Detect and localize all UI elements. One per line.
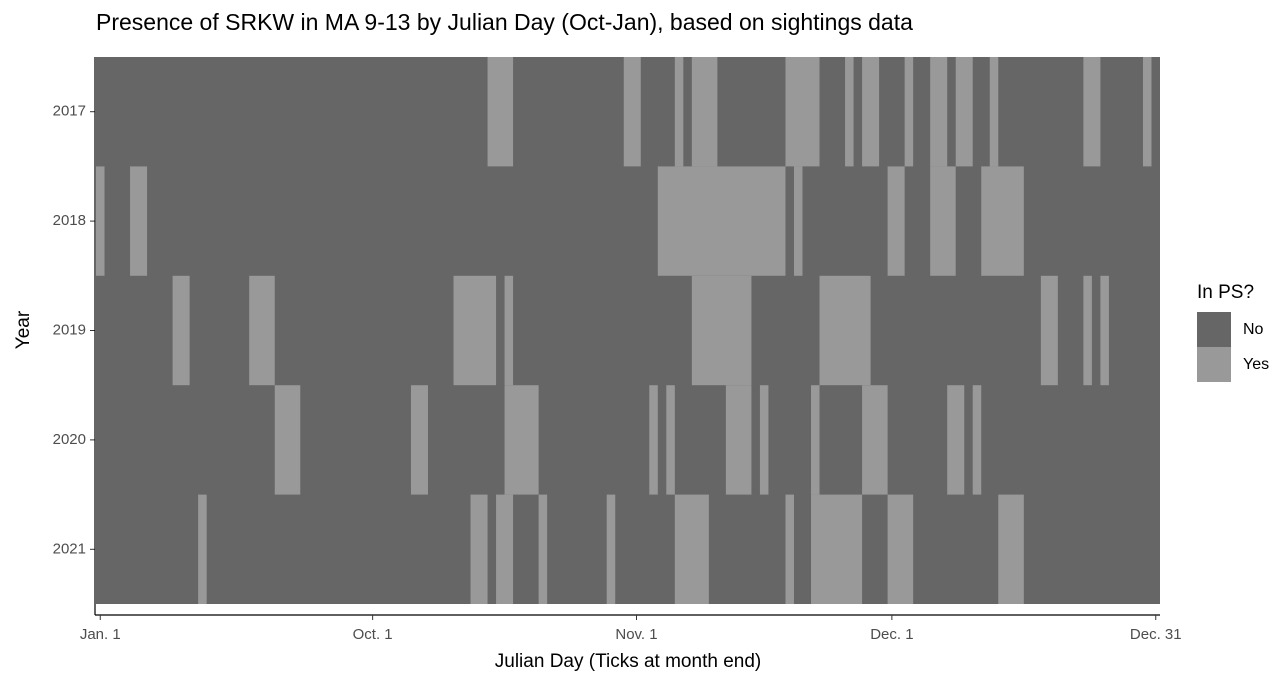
tile — [691, 275, 752, 386]
tile — [989, 57, 999, 167]
tile — [819, 275, 871, 386]
tile — [785, 494, 794, 604]
tile — [1083, 57, 1101, 167]
tile — [793, 166, 803, 276]
tile — [487, 57, 514, 167]
y-tick-label: 2020 — [53, 431, 86, 448]
tile — [674, 494, 709, 604]
tile — [862, 385, 888, 495]
tile — [998, 494, 1024, 604]
x-tick-label: Jan. 1 — [80, 626, 121, 643]
tile — [172, 275, 190, 386]
tile — [606, 494, 616, 604]
tile — [887, 494, 914, 604]
tile — [96, 166, 105, 276]
x-tick-label: Nov. 1 — [615, 626, 657, 643]
y-tick-label: 2018 — [53, 212, 86, 229]
tile — [410, 385, 428, 495]
tile — [759, 385, 769, 495]
legend-key — [1197, 347, 1231, 382]
tile — [538, 494, 548, 604]
tile — [904, 57, 914, 167]
tile — [623, 57, 641, 167]
x-tick-label: Dec. 1 — [870, 626, 913, 643]
tile — [666, 385, 675, 495]
tile — [845, 57, 854, 167]
tile — [674, 57, 684, 167]
tile — [657, 166, 786, 276]
tile — [691, 57, 718, 167]
tile — [504, 385, 539, 495]
y-axis-title: Year — [13, 310, 34, 349]
tile — [504, 275, 514, 386]
tile — [1040, 275, 1058, 386]
legend-label: No — [1243, 321, 1264, 338]
tile — [1100, 275, 1109, 386]
x-axis-title: Julian Day (Ticks at month end) — [495, 651, 761, 672]
tile — [811, 385, 820, 495]
tile — [470, 494, 488, 604]
y-tick-label: 2019 — [53, 321, 86, 338]
x-tick-label: Dec. 31 — [1130, 626, 1182, 643]
chart-title: Presence of SRKW in MA 9-13 by Julian Da… — [96, 9, 913, 35]
legend-title: In PS? — [1197, 282, 1254, 303]
legend-label: Yes — [1243, 356, 1269, 373]
tile — [785, 57, 820, 167]
x-tick-label: Oct. 1 — [353, 626, 393, 643]
tile — [981, 166, 1024, 276]
tile — [274, 385, 301, 495]
tile — [249, 275, 275, 386]
tile — [947, 385, 965, 495]
y-tick-label: 2021 — [53, 540, 86, 557]
tile — [725, 385, 752, 495]
tile — [887, 166, 905, 276]
tile — [198, 494, 207, 604]
tile — [130, 166, 148, 276]
tile — [972, 385, 982, 495]
tile — [811, 494, 863, 604]
tile — [453, 275, 497, 386]
tile — [649, 385, 658, 495]
tile — [955, 57, 973, 167]
tile — [1142, 57, 1152, 167]
tile — [930, 166, 956, 276]
tile — [1083, 275, 1092, 386]
tile — [862, 57, 880, 167]
tile — [496, 494, 514, 604]
y-tick-label: 2017 — [53, 103, 86, 120]
legend-key — [1197, 312, 1231, 347]
tile — [930, 57, 948, 167]
